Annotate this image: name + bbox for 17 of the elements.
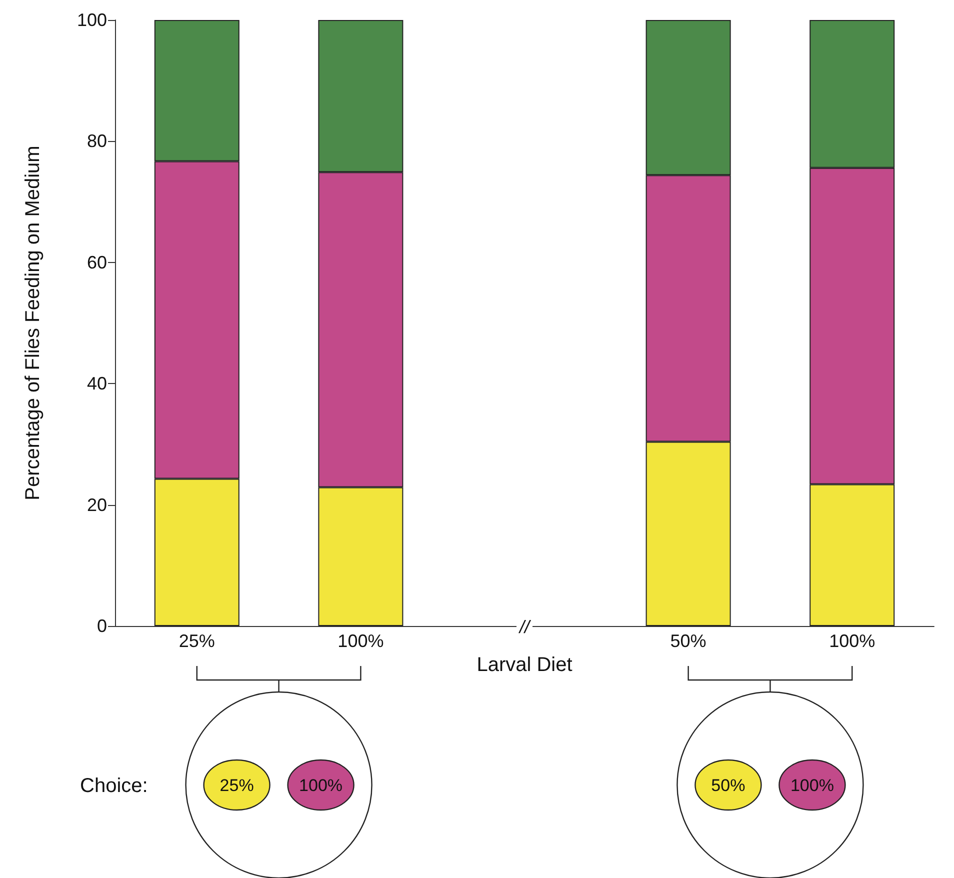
y-tick-label: 100 xyxy=(76,10,107,30)
text: Choice: xyxy=(80,775,148,797)
text: 100% xyxy=(790,776,834,795)
x-tick-label: 50% xyxy=(670,631,706,651)
text: 100% xyxy=(299,776,343,795)
y-tick-label: 40 xyxy=(86,374,107,394)
y-tick-label: 20 xyxy=(86,494,107,515)
y-axis-title: Percentage of Flies Feeding on Medium xyxy=(22,146,44,500)
x-tick-label: 100% xyxy=(829,631,876,651)
text: 25% xyxy=(220,776,254,795)
x-axis-title: Larval Diet xyxy=(476,654,573,676)
text: 50% xyxy=(711,776,746,795)
y-tick-label: 60 xyxy=(86,252,107,272)
x-tick-label: 100% xyxy=(338,631,384,651)
y-tick-label: 80 xyxy=(86,131,107,152)
x-tick-label: 25% xyxy=(178,631,215,651)
y-tick-label: 0 xyxy=(96,616,107,636)
